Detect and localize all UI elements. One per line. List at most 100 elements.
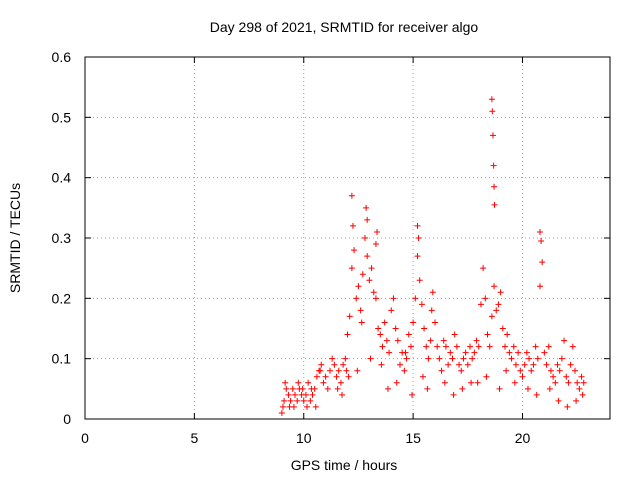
data-point-marker — [573, 397, 580, 404]
x-tick-label: 0 — [81, 430, 89, 446]
data-point-marker — [496, 385, 503, 392]
data-point-marker — [546, 385, 553, 392]
data-point-marker — [378, 361, 385, 368]
data-point-marker — [348, 265, 355, 272]
data-point-marker — [554, 361, 561, 368]
data-point-marker — [299, 385, 306, 392]
data-point-marker — [537, 228, 543, 235]
y-tick-label: 0.1 — [52, 351, 72, 367]
data-point-marker — [474, 379, 481, 386]
data-point-marker — [407, 343, 414, 350]
data-point-marker — [473, 337, 480, 344]
data-point-marker — [499, 325, 506, 332]
data-point-marker — [372, 295, 379, 302]
data-point-marker — [392, 325, 399, 332]
x-tick-labels: 0 5 10 15 20 — [81, 430, 530, 446]
data-point-marker — [528, 367, 535, 374]
data-point-marker — [483, 373, 490, 380]
data-point-marker — [530, 361, 537, 368]
data-point-marker — [401, 367, 408, 374]
data-point-marker — [490, 162, 497, 169]
data-point-marker — [491, 183, 498, 190]
data-point-marker — [414, 222, 421, 229]
x-tick-label: 15 — [405, 430, 421, 446]
data-point-marker — [497, 289, 504, 296]
x-tick-label: 10 — [296, 430, 312, 446]
data-point-marker — [521, 361, 528, 368]
data-point-marker — [335, 367, 342, 374]
data-point-marker — [318, 361, 325, 368]
data-point-marker — [309, 391, 316, 398]
data-point-marker — [304, 403, 311, 410]
y-axis-label: SRMTID / TECUs — [7, 183, 23, 293]
data-point-marker — [459, 385, 466, 392]
data-point-marker — [403, 355, 410, 362]
data-point-marker — [515, 349, 522, 356]
data-point-marker — [495, 301, 502, 308]
data-point-marker — [475, 343, 482, 350]
data-point-marker — [418, 301, 425, 308]
data-point-marker — [414, 253, 421, 260]
data-point-marker — [502, 343, 508, 350]
data-point-marker — [438, 367, 445, 374]
data-point-marker — [292, 391, 298, 398]
data-point-marker — [447, 349, 454, 356]
data-point-marker — [393, 379, 400, 386]
y-tick-label: 0 — [63, 411, 71, 427]
data-point-marker — [440, 337, 447, 344]
data-point-marker — [489, 132, 496, 139]
data-point-marker — [302, 391, 309, 398]
data-point-marker — [412, 295, 419, 302]
data-point-marker — [425, 355, 432, 362]
data-point-marker — [504, 331, 511, 338]
data-point-marker — [300, 397, 307, 404]
data-point-marker — [419, 373, 426, 380]
data-point-marker — [397, 361, 403, 368]
data-point-marker — [541, 349, 548, 356]
data-point-marker — [523, 349, 530, 356]
data-point-marker — [538, 238, 545, 245]
data-point-marker — [429, 289, 436, 296]
chart-title: Day 298 of 2021, SRMTID for receiver alg… — [210, 19, 479, 35]
data-point-marker — [456, 361, 463, 368]
data-point-marker — [526, 355, 533, 362]
data-point-marker — [512, 361, 519, 368]
data-point-marker — [377, 331, 384, 338]
data-point-marker — [428, 307, 435, 314]
data-point-marker — [537, 283, 543, 290]
data-point-marker — [320, 379, 327, 386]
data-point-marker — [493, 307, 500, 314]
data-point-marker — [442, 343, 449, 350]
data-point-marker — [344, 331, 351, 338]
data-point-marker — [580, 379, 587, 386]
data-point-marker — [278, 409, 285, 416]
data-point-marker — [402, 349, 409, 356]
y-tick-label: 0.4 — [52, 170, 72, 186]
data-point-marker — [469, 355, 476, 362]
data-point-marker — [416, 277, 423, 284]
data-point-marker — [379, 343, 386, 350]
data-point-marker — [372, 241, 379, 248]
data-point-marker — [290, 403, 297, 410]
data-point-marker — [460, 355, 467, 362]
data-point-marker — [346, 313, 353, 320]
data-point-marker — [375, 325, 382, 332]
data-point-marker — [511, 379, 518, 386]
data-point-marker — [334, 385, 341, 392]
data-point-marker — [556, 367, 563, 374]
data-point-marker — [348, 192, 355, 199]
data-point-marker — [343, 367, 350, 374]
data-point-marker — [561, 337, 568, 344]
data-point-marker — [381, 319, 388, 326]
data-point-marker — [308, 385, 315, 392]
data-point-marker — [579, 391, 586, 398]
data-point-marker — [468, 379, 475, 386]
data-point-marker — [552, 379, 559, 386]
data-point-marker — [432, 319, 438, 326]
data-point-marker — [471, 349, 478, 356]
data-point-marker — [451, 331, 458, 338]
data-point-marker — [337, 379, 344, 386]
data-point-marker — [386, 349, 393, 356]
data-point-marker — [491, 283, 498, 290]
data-point-marker — [388, 307, 395, 314]
